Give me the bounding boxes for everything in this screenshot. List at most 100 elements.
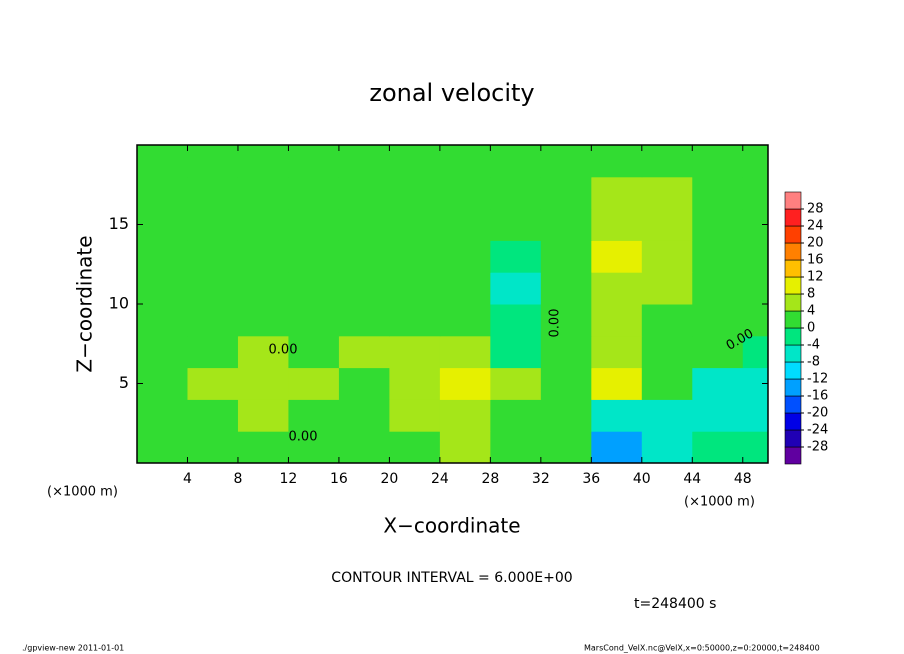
cell — [439, 304, 491, 337]
cell — [288, 399, 340, 432]
cell — [490, 335, 542, 369]
cell — [439, 240, 491, 273]
x-tick-label: 36 — [582, 471, 600, 487]
cell — [641, 367, 693, 400]
cell — [540, 208, 592, 241]
cell — [591, 399, 643, 432]
cell — [137, 431, 188, 463]
cell — [742, 272, 768, 305]
cell — [237, 240, 289, 273]
colorbar-label: -24 — [807, 423, 828, 438]
cell — [187, 431, 239, 463]
cell — [742, 399, 768, 432]
cell — [187, 335, 239, 369]
cell — [237, 304, 289, 337]
cell — [288, 367, 340, 400]
cell — [591, 176, 643, 210]
cell — [338, 304, 390, 337]
cell — [591, 208, 643, 241]
cell — [338, 399, 390, 432]
cell — [439, 399, 491, 432]
colorbar-segment — [784, 327, 802, 346]
y-tick-label: 5 — [119, 373, 129, 392]
colorbar-label: 8 — [807, 287, 815, 302]
cell — [540, 304, 592, 337]
y-axis-label: Z−coordinate — [73, 235, 97, 372]
x-tick-label: 12 — [280, 471, 298, 487]
cell — [692, 145, 744, 178]
cell — [641, 176, 693, 210]
cell — [389, 367, 441, 400]
cell — [490, 399, 542, 432]
colorbar-segment — [784, 225, 802, 244]
cell — [692, 272, 744, 305]
colorbar-segment — [784, 412, 802, 431]
x-tick-label: 20 — [380, 471, 398, 487]
x-axis-label: X−coordinate — [383, 514, 520, 538]
cell — [237, 272, 289, 305]
colorbar-label: 24 — [807, 219, 824, 234]
cell — [490, 240, 542, 273]
cell — [439, 431, 491, 463]
chart-title: zonal velocity — [369, 79, 534, 107]
x-tick-label: 40 — [633, 471, 651, 487]
colorbar-label: -12 — [807, 372, 828, 387]
cell — [439, 335, 491, 369]
cell — [591, 431, 643, 463]
time-label: t=248400 s — [634, 596, 716, 612]
colorbar-segment — [784, 310, 802, 329]
cell — [288, 240, 340, 273]
cell — [591, 335, 643, 369]
cell — [288, 272, 340, 305]
colorbar-label: 0 — [807, 321, 815, 336]
cell — [237, 176, 289, 210]
colorbar-label: -20 — [807, 406, 828, 421]
cell — [389, 145, 441, 178]
cell — [338, 176, 390, 210]
x-unit: (×1000 m) — [684, 495, 755, 510]
cell — [742, 240, 768, 273]
contour-label: 0.00 — [289, 430, 318, 445]
colorbar-label: 28 — [807, 202, 824, 217]
cell — [288, 304, 340, 337]
x-tick-label: 8 — [233, 471, 242, 487]
cell — [692, 208, 744, 241]
colorbar-segment — [784, 344, 802, 363]
cell — [692, 240, 744, 273]
cell — [338, 240, 390, 273]
cell — [742, 431, 768, 463]
cell — [641, 335, 693, 369]
cell — [490, 367, 542, 400]
cell — [237, 431, 289, 463]
cell — [338, 145, 390, 178]
colorbar-label: -8 — [807, 355, 820, 370]
cell — [692, 335, 744, 369]
x-tick-label: 48 — [734, 471, 752, 487]
cell — [288, 335, 340, 369]
colorbar-segment — [784, 293, 802, 312]
cell — [742, 335, 768, 369]
cell — [137, 304, 188, 337]
cell — [389, 272, 441, 305]
cell — [389, 399, 441, 432]
cell — [591, 145, 643, 178]
cell — [338, 367, 390, 400]
cell — [439, 272, 491, 305]
cell — [389, 335, 441, 369]
cell — [490, 304, 542, 337]
cell — [692, 304, 744, 337]
colorbar-segment — [784, 191, 802, 210]
cell — [540, 399, 592, 432]
x-tick-label: 4 — [183, 471, 192, 487]
colorbar-segment — [784, 242, 802, 261]
contour-label: 0.00 — [269, 343, 298, 358]
colorbar-segment — [784, 361, 802, 380]
colorbar-label: 12 — [807, 270, 824, 285]
cell — [389, 208, 441, 241]
cell — [389, 304, 441, 337]
cell — [187, 367, 239, 400]
colorbar-segment — [784, 259, 802, 278]
cell — [187, 145, 239, 178]
cell — [742, 304, 768, 337]
cell — [389, 240, 441, 273]
